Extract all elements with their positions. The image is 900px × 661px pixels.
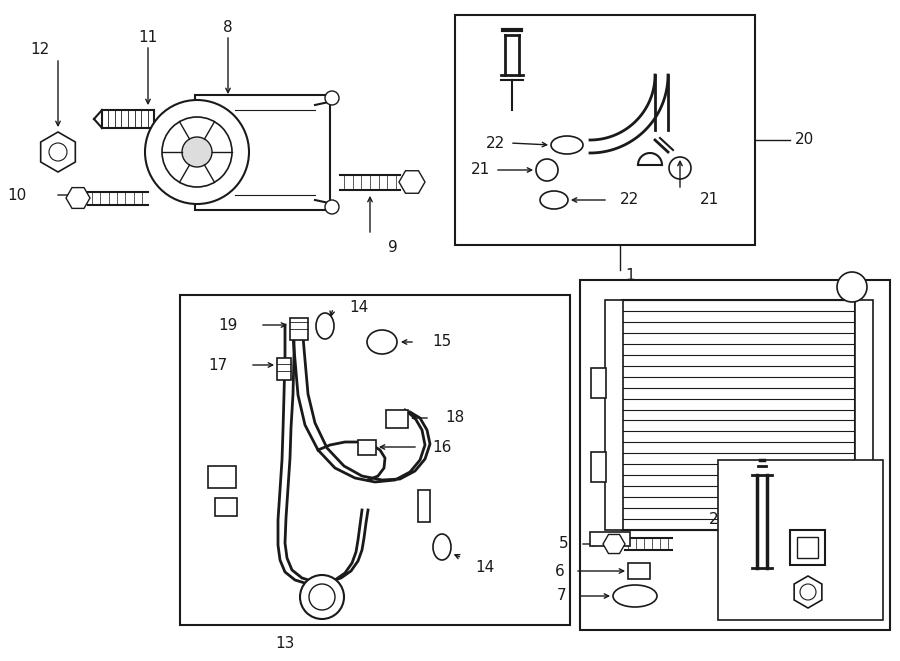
Text: 7: 7 — [556, 588, 566, 603]
Text: 19: 19 — [219, 317, 238, 332]
Bar — [628, 563, 650, 579]
Bar — [855, 300, 873, 530]
Bar — [590, 532, 630, 546]
Circle shape — [162, 117, 232, 187]
Text: 14: 14 — [349, 301, 368, 315]
Ellipse shape — [316, 313, 334, 339]
Text: 3: 3 — [778, 539, 788, 555]
Circle shape — [145, 100, 249, 204]
Ellipse shape — [540, 191, 568, 209]
Bar — [277, 358, 291, 380]
Bar — [195, 95, 330, 210]
Bar — [418, 490, 430, 522]
Bar — [386, 410, 408, 428]
Bar — [797, 537, 818, 558]
Bar — [208, 466, 236, 488]
Bar — [790, 530, 825, 565]
Text: 9: 9 — [388, 241, 398, 256]
Bar — [358, 440, 376, 455]
Text: 1: 1 — [625, 268, 634, 282]
Circle shape — [536, 159, 558, 181]
Text: 18: 18 — [445, 410, 464, 426]
Text: 20: 20 — [795, 132, 815, 147]
Bar — [605, 300, 623, 530]
Text: 15: 15 — [432, 334, 451, 350]
Text: 16: 16 — [432, 440, 452, 455]
Ellipse shape — [367, 330, 397, 354]
Text: 13: 13 — [275, 635, 294, 650]
Circle shape — [300, 575, 344, 619]
Text: 22: 22 — [486, 136, 505, 151]
Bar — [580, 280, 890, 630]
Bar — [215, 498, 237, 516]
Circle shape — [49, 143, 67, 161]
Circle shape — [800, 584, 816, 600]
Text: 21: 21 — [471, 163, 490, 178]
Circle shape — [669, 157, 691, 179]
Text: 17: 17 — [209, 358, 228, 373]
Bar — [718, 460, 883, 620]
Text: 8: 8 — [223, 20, 233, 36]
Bar — [591, 368, 606, 398]
Text: 2: 2 — [708, 512, 718, 527]
Text: 10: 10 — [8, 188, 27, 202]
Text: 4: 4 — [776, 590, 785, 605]
Bar — [455, 15, 755, 245]
Text: 14: 14 — [475, 561, 494, 576]
Circle shape — [837, 272, 867, 302]
Ellipse shape — [551, 136, 583, 154]
Bar — [180, 295, 570, 625]
Text: 21: 21 — [700, 192, 719, 208]
Text: 5: 5 — [558, 537, 568, 551]
Bar — [290, 318, 308, 340]
Circle shape — [325, 200, 339, 214]
Text: 22: 22 — [620, 192, 639, 208]
Bar — [622, 300, 855, 530]
Circle shape — [325, 91, 339, 105]
Ellipse shape — [433, 534, 451, 560]
Bar — [591, 452, 606, 482]
Text: 11: 11 — [139, 30, 158, 46]
Text: 12: 12 — [31, 42, 50, 58]
Circle shape — [309, 584, 335, 610]
Ellipse shape — [613, 585, 657, 607]
Text: 6: 6 — [555, 563, 565, 578]
Circle shape — [182, 137, 212, 167]
